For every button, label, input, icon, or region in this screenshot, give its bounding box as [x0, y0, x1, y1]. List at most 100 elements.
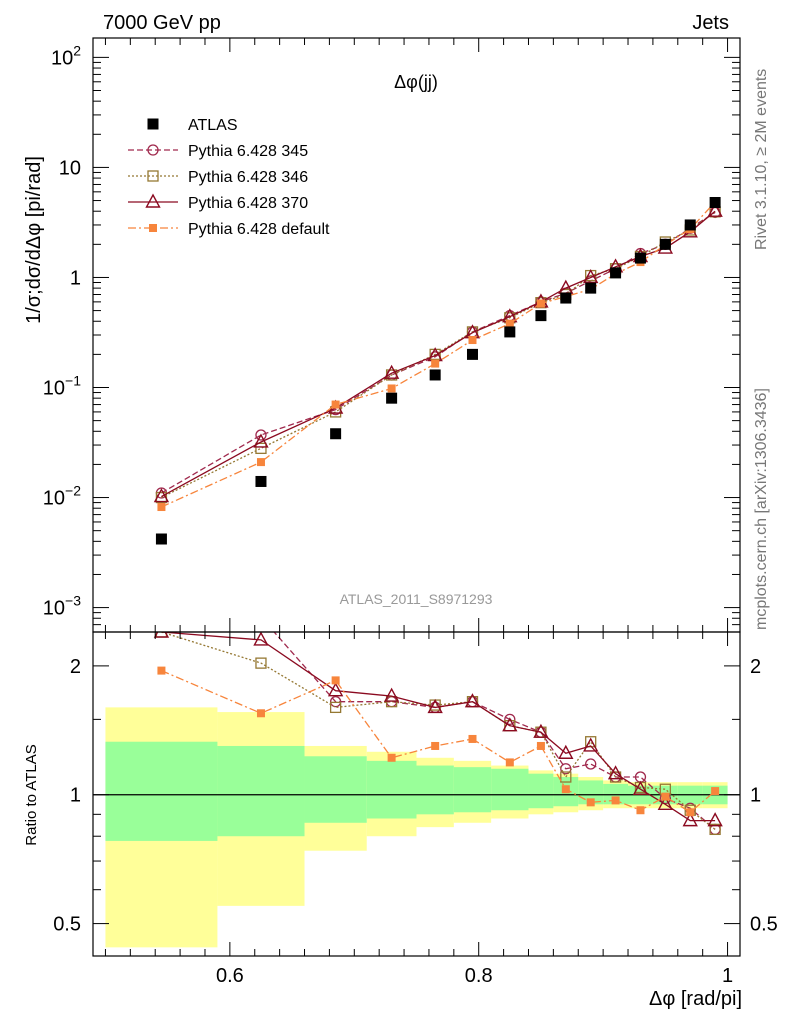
ratio-point-p370 [707, 812, 723, 827]
series-atlas [155, 196, 721, 545]
band-green [528, 773, 554, 809]
legend-marker-p370 [145, 193, 161, 208]
ytick-label: 10 [59, 157, 81, 179]
legend-label-p370: Pythia 6.428 370 [188, 195, 308, 212]
ratio-point-p345 [329, 696, 342, 708]
band-green [453, 767, 492, 813]
ratio-point-pdef [157, 666, 166, 675]
point-atlas [610, 267, 622, 279]
point-p370 [707, 202, 723, 217]
band-green [416, 765, 454, 815]
point-p370 [253, 433, 269, 448]
ratio-point-p370 [327, 682, 344, 697]
point-pdef [157, 503, 166, 512]
point-atlas [634, 252, 646, 264]
ratio-ylabel: Ratio to ATLAS [23, 744, 40, 845]
point-pdef [505, 319, 514, 328]
point-atlas [466, 348, 478, 360]
point-pdef [256, 458, 265, 467]
point-pdef [331, 400, 340, 409]
header-right: Jets [692, 12, 729, 34]
header-left: 7000 GeV pp [103, 12, 221, 34]
ratio-ytick-label-right: 1 [750, 785, 761, 807]
ratio-point-pdef [586, 798, 595, 807]
point-atlas [684, 219, 696, 231]
ratio-point-p370 [502, 717, 518, 732]
xtick-label: 0.8 [465, 965, 493, 987]
point-pdef [387, 384, 396, 393]
ratio-point-p370 [253, 632, 269, 646]
ratio-point-p370 [427, 698, 443, 714]
legend-label-pdef: Pythia 6.428 default [188, 221, 330, 238]
ratio-point-pdef [256, 709, 265, 718]
ratio-point-p370 [464, 693, 481, 708]
ratio-frame [92, 631, 741, 957]
ratio-point-p370 [632, 780, 649, 795]
ratio-series-pdef [157, 666, 720, 817]
ratio-point-p346 [329, 701, 342, 714]
ratio-point-p370 [533, 723, 549, 738]
ytick-label: 10−2 [43, 483, 81, 510]
band-green [105, 741, 218, 841]
point-atlas [504, 326, 516, 338]
ratio-series [153, 632, 723, 836]
ratio-point-pdef [536, 741, 545, 750]
ratio-point-pdef [711, 787, 720, 796]
ratio-ytick-label-left: 0.5 [53, 914, 81, 936]
legend: ATLAS Pythia 6.428 345 Pythia 6.428 346 Pyt… [128, 117, 330, 238]
legend-marker-pdef [149, 224, 157, 232]
legend-marker-atlas [147, 118, 159, 130]
band-green [603, 783, 629, 805]
ratio-point-p370 [558, 744, 574, 759]
ytick-label: 102 [51, 42, 81, 69]
ratio-ytick-label-left: 2 [70, 656, 81, 678]
ratio-point-pdef [661, 792, 670, 801]
point-atlas [255, 475, 267, 487]
xtick-label: 1 [722, 965, 733, 987]
point-atlas [386, 392, 398, 404]
ratio-point-p370 [583, 737, 599, 752]
band-green [304, 756, 367, 823]
legend-label-p345: Pythia 6.428 345 [188, 143, 308, 160]
band-green [491, 768, 529, 811]
point-pdef [536, 299, 545, 308]
ratio-point-p345 [560, 763, 572, 775]
band-green [217, 745, 305, 837]
ratio-point-p346 [709, 823, 721, 836]
ratio-point-p370 [153, 632, 170, 638]
ratio-point-p370 [682, 812, 698, 827]
line-p346 [161, 211, 716, 499]
ytick-label: 1 [70, 267, 81, 289]
legend-label-atlas: ATLAS [188, 117, 238, 134]
ratio-line-p370 [161, 632, 716, 822]
ratio-ytick-label-right: 0.5 [750, 914, 778, 936]
ratio-point-pdef [331, 676, 340, 685]
ratio-point-pdef [505, 758, 514, 767]
point-atlas [585, 282, 597, 294]
point-atlas [659, 238, 671, 250]
legend-marker-p346 [147, 170, 159, 182]
ratio-point-pdef [431, 741, 440, 750]
xtick-label: 0.6 [216, 965, 244, 987]
point-pdef [431, 359, 440, 368]
point-pdef [468, 336, 477, 345]
rivet-label: Rivet 3.1.10, ≥ 2M events [753, 69, 770, 250]
ratio-point-pdef [468, 734, 477, 743]
point-p370 [583, 268, 599, 284]
ratio-series-p370 [153, 632, 723, 827]
ratio-point-pdef [611, 796, 620, 805]
legend-label-p346: Pythia 6.428 346 [188, 169, 308, 186]
mcplots-label: mcplots.cern.ch [arXiv:1306.3436] [753, 388, 770, 630]
point-p345 [255, 429, 267, 441]
point-p370 [383, 364, 400, 379]
x-axis-label: Δφ [rad/pi] [649, 988, 742, 1010]
plot-title: Δφ(jj) [394, 72, 438, 92]
ratio-ytick-label-right: 2 [750, 656, 761, 678]
ratio-ytick-label-left: 1 [70, 785, 81, 807]
ratio-point-p370 [657, 795, 674, 810]
point-p346 [255, 442, 267, 454]
point-atlas [429, 369, 441, 381]
main-panel: 102 10 1 10−1 10−2 10−3 Δφ(jj) ATLAS_2011_S89… [43, 37, 741, 633]
ratio-point-pdef [686, 808, 695, 817]
